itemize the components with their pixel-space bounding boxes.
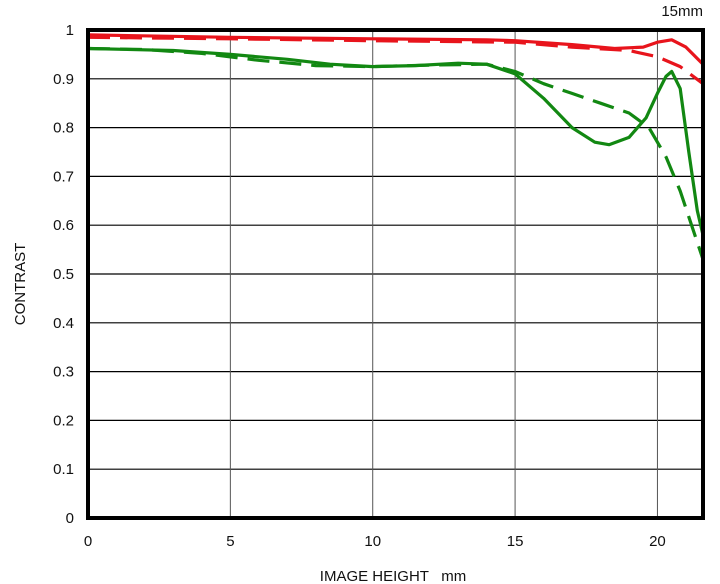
y-tick-label: 1 <box>66 22 74 39</box>
x-tick-labels: 0 5 10 15 20 <box>84 533 666 550</box>
x-tick-label: 20 <box>649 533 666 550</box>
y-tick-label: 0 <box>66 510 74 527</box>
y-tick-label: 0.6 <box>53 217 74 234</box>
y-tick-label: 0.2 <box>53 412 74 429</box>
mtf-curve-2 <box>87 35 704 85</box>
y-tick-label: 0.3 <box>53 364 74 381</box>
y-axis-label: CONTRAST <box>12 243 29 326</box>
y-tick-label: 0.4 <box>53 315 74 332</box>
x-tick-label: 15 <box>507 533 524 550</box>
x-tick-label: 10 <box>364 533 381 550</box>
y-tick-label: 0.5 <box>53 266 74 283</box>
mtf-curves <box>87 33 705 260</box>
y-tick-label: 0.9 <box>53 71 74 88</box>
mtf-curve-3 <box>87 46 705 236</box>
grid-lines <box>87 29 703 519</box>
x-tick-label: 5 <box>226 533 234 550</box>
mtf-curve-4 <box>87 46 705 260</box>
chart-title: 15mm <box>661 3 703 20</box>
y-tick-labels: 0 0.1 0.2 0.3 0.4 0.5 0.6 0.7 0.8 0.9 1 <box>53 22 74 527</box>
y-tick-label: 0.8 <box>53 120 74 137</box>
y-tick-label: 0.1 <box>53 461 74 478</box>
mtf-curve-1 <box>87 33 705 66</box>
plot-frame <box>86 28 705 520</box>
x-tick-label: 0 <box>84 533 92 550</box>
y-tick-label: 0.7 <box>53 168 74 185</box>
x-axis-label: IMAGE HEIGHT mm <box>320 568 466 584</box>
